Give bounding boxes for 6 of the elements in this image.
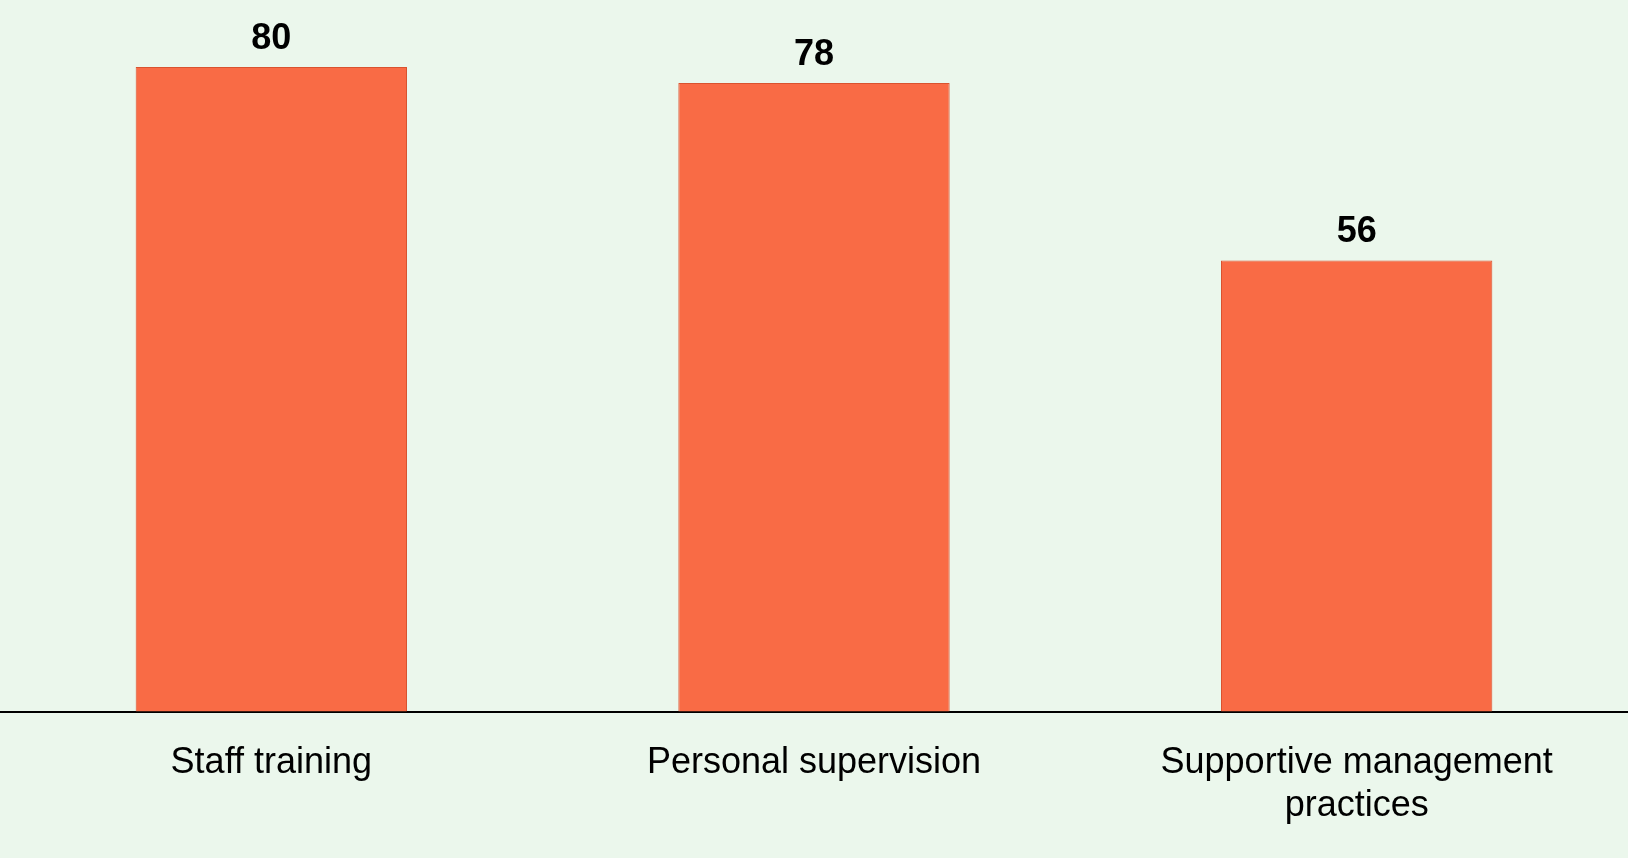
x-tick-label: Staff training [170,740,373,782]
data-label: 80 [251,15,292,57]
x-tick-label: Supportive management practices [1160,740,1553,825]
data-label: 56 [1336,209,1377,251]
x-tick-label: Personal supervision [646,740,982,782]
data-label: 78 [793,32,835,74]
